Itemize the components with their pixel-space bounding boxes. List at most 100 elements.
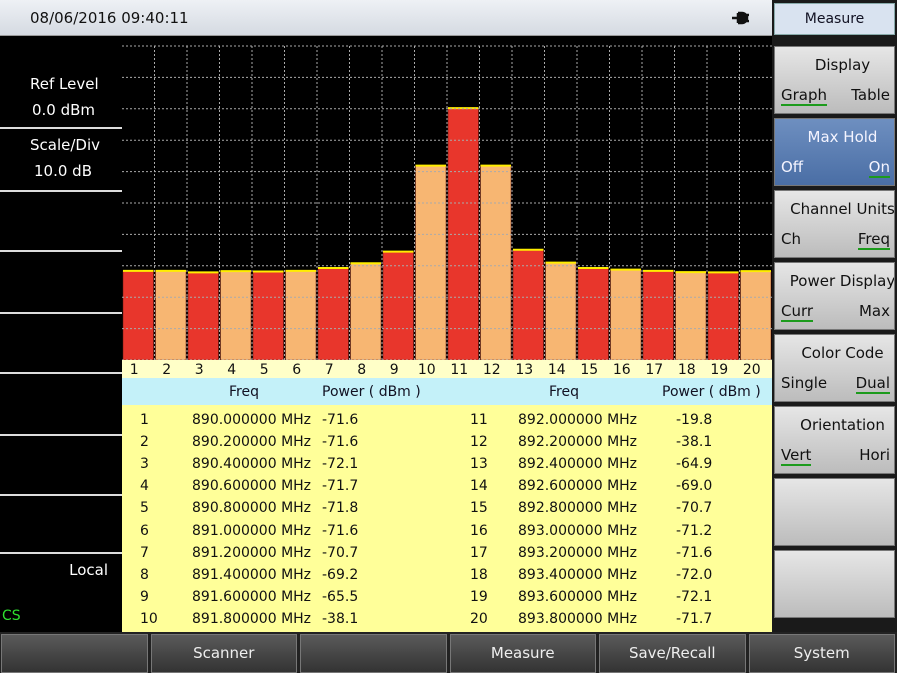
row-index: 6	[140, 522, 149, 539]
channel-row	[122, 360, 772, 378]
row-index: 2	[140, 434, 149, 451]
datetime: 08/06/2016 09:40:11	[30, 9, 189, 27]
channel-label: 9	[390, 362, 399, 378]
row-freq: 890.400000 MHz	[192, 456, 312, 473]
bar	[220, 270, 252, 361]
ref-level: 0.0 dBm	[32, 101, 96, 119]
channel-label: 7	[325, 362, 334, 378]
mode: Local	[69, 561, 108, 579]
row-power: -72.0	[676, 566, 713, 583]
bar	[382, 251, 414, 361]
bar	[122, 270, 154, 361]
row-freq: 891.200000 MHz	[192, 544, 312, 561]
channel-label: 20	[743, 362, 761, 378]
row-index: 1	[140, 412, 149, 428]
menu-option[interactable]: Table	[851, 86, 890, 104]
row-power: -19.8	[676, 412, 713, 428]
row-power: -71.6	[676, 544, 713, 561]
row-power: -38.1	[322, 610, 359, 627]
row-power: -71.6	[322, 412, 359, 428]
row-index: 18	[470, 566, 488, 583]
menu-button[interactable]: Power Display Curr Max	[774, 262, 895, 330]
row-power: -65.5	[322, 588, 359, 605]
left-panel: Ref Level 0.0 dBm Scale/Div 10.0 dB Local CS	[0, 36, 122, 632]
channel-label: 18	[678, 362, 696, 378]
softkey[interactable]: Measure	[449, 634, 596, 673]
bar	[545, 262, 577, 361]
channel-label: 13	[515, 362, 533, 378]
bar	[350, 263, 382, 361]
bar	[610, 269, 642, 361]
bar	[317, 267, 349, 361]
bar	[642, 270, 674, 361]
menu-button[interactable]: Display Graph Table	[774, 46, 895, 114]
softkey[interactable]: Save/Recall	[599, 634, 746, 673]
row-index: 14	[470, 478, 488, 495]
menu-button[interactable]: Color Code Single Dual	[774, 334, 895, 402]
softkey[interactable]	[300, 634, 447, 673]
separator	[0, 494, 122, 496]
menu-option[interactable]: On	[868, 158, 890, 178]
row-power: -70.7	[676, 500, 713, 517]
column-header: Power ( dBm )	[662, 384, 761, 400]
separator	[0, 434, 122, 436]
bar	[252, 271, 284, 361]
row-freq: 892.000000 MHz	[518, 412, 638, 428]
softkey[interactable]: Scanner	[150, 634, 297, 673]
bar	[285, 270, 317, 361]
table: Freq Power ( dBm ) Freq Power ( dBm ) 1 890.0…	[122, 378, 772, 632]
separator	[0, 552, 122, 554]
plug-icon	[732, 11, 749, 25]
row-power: -70.7	[322, 544, 359, 561]
row-freq: 890.600000 MHz	[192, 478, 312, 495]
ref-level-label: Ref Level	[30, 75, 99, 93]
separator	[0, 127, 122, 129]
row-freq: 893.200000 MHz	[518, 544, 638, 561]
row-freq: 890.000000 MHz	[192, 412, 312, 428]
channel-label: 5	[260, 362, 269, 378]
menu-label: Orientation	[800, 416, 885, 434]
separator	[0, 190, 122, 192]
row-index: 11	[470, 412, 488, 428]
menu-label: Max Hold	[807, 128, 878, 146]
menu-option[interactable]: Vert	[781, 446, 812, 466]
row-freq: 893.600000 MHz	[518, 588, 638, 605]
row-freq: 892.400000 MHz	[518, 456, 638, 473]
row-power: -71.2	[676, 522, 713, 539]
row-index: 7	[140, 544, 149, 561]
row-freq: 892.200000 MHz	[518, 434, 638, 451]
menu-option[interactable]: Freq	[857, 230, 890, 250]
channel-label: 4	[227, 362, 236, 378]
channel-label: 16	[613, 362, 631, 378]
row-power: -72.1	[322, 456, 359, 473]
menu-option[interactable]: Graph	[781, 86, 828, 106]
menu-option[interactable]: Max	[858, 302, 890, 320]
softkey[interactable]	[1, 634, 148, 673]
channel-label: 14	[548, 362, 566, 378]
menu-button[interactable]: Orientation Vert Hori	[774, 406, 895, 474]
menu-option[interactable]: Off	[781, 158, 804, 176]
menu-option[interactable]: Single	[781, 374, 828, 392]
row-power: -38.1	[676, 434, 713, 451]
scale: 10.0 dB	[34, 162, 92, 180]
menu-button[interactable]: Channel Units Ch Freq	[774, 190, 895, 258]
menu-label: Power Display	[789, 272, 895, 290]
row-index: 12	[470, 434, 488, 451]
bar	[707, 272, 739, 361]
menu-option[interactable]: Hori	[859, 446, 890, 464]
menu-option[interactable]: Curr	[781, 302, 814, 322]
row-freq: 892.600000 MHz	[518, 478, 638, 495]
row-power: -71.6	[322, 522, 359, 539]
menu-option[interactable]: Dual	[855, 374, 890, 394]
menu-option[interactable]: Ch	[781, 230, 801, 248]
channel-label: 17	[645, 362, 663, 378]
column-header: Freq	[229, 384, 259, 400]
row-power: -64.9	[676, 456, 713, 473]
menu-button[interactable]	[774, 550, 895, 618]
softkey[interactable]: System	[748, 634, 895, 673]
channel-label: 6	[292, 362, 301, 378]
separator	[0, 312, 122, 314]
row-index: 20	[470, 610, 488, 627]
menu-button[interactable]: Max Hold Off On	[774, 118, 895, 186]
menu-button[interactable]	[774, 478, 895, 546]
